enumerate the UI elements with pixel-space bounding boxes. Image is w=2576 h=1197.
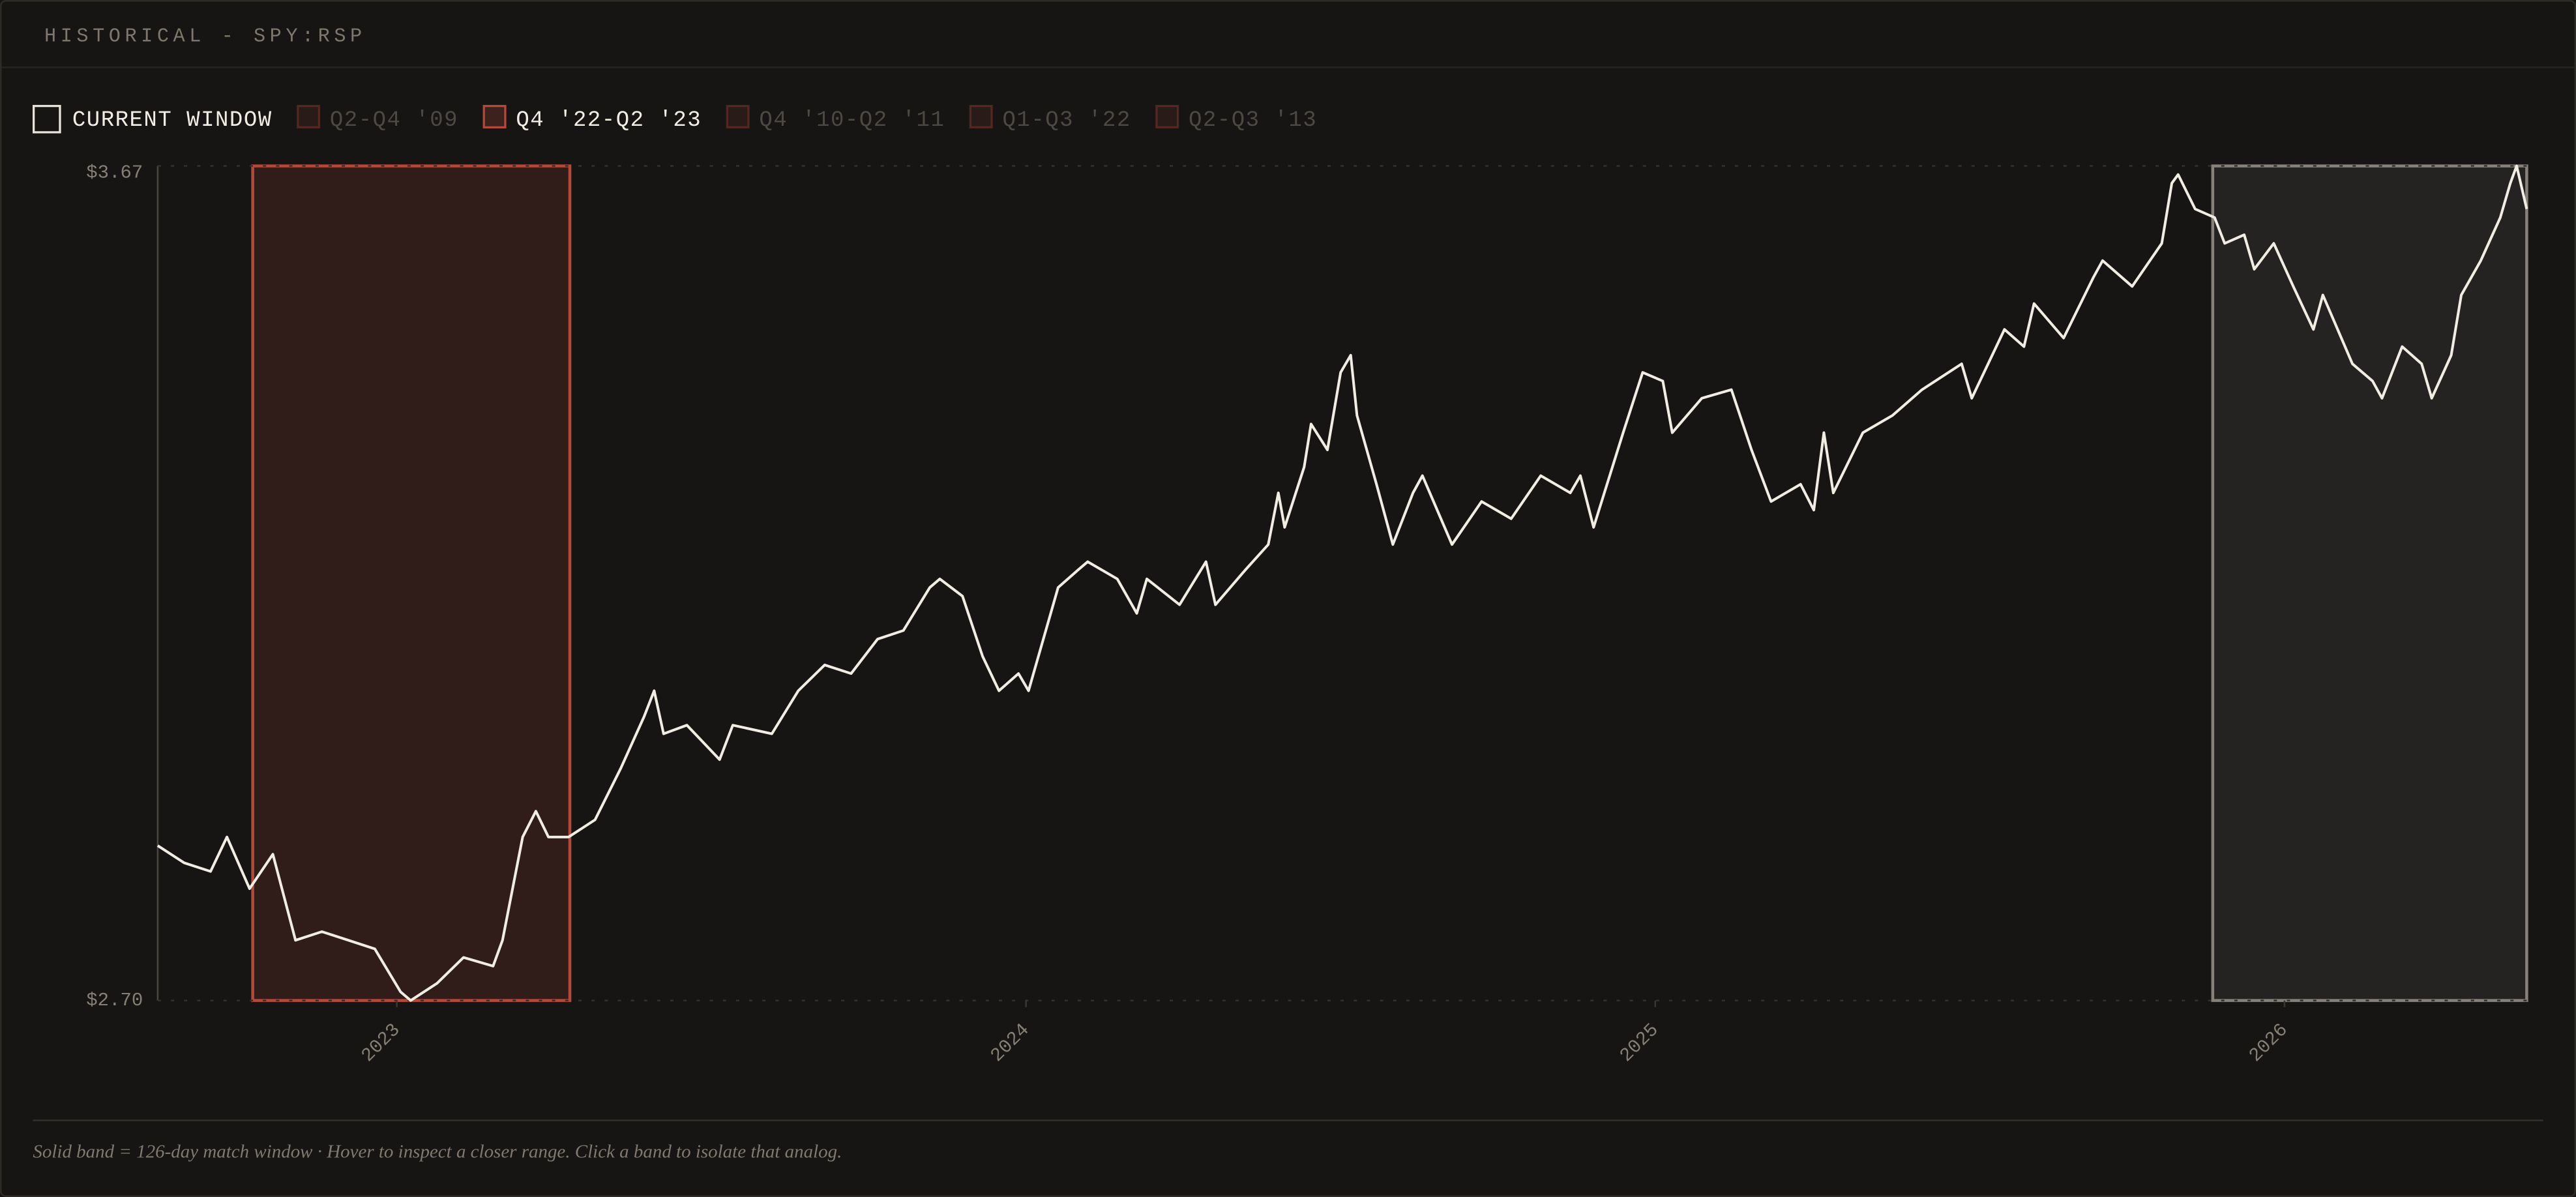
- y-tick-label: $3.67: [86, 162, 143, 183]
- legend-item[interactable]: Q4 '22-Q2 '23: [482, 104, 702, 133]
- footer-note: Solid band = 126-day match window · Hove…: [33, 1142, 842, 1162]
- legend-label: Q2-Q3 '13: [1189, 108, 1317, 133]
- y-tick-label: $2.70: [86, 990, 143, 1011]
- legend: CURRENT WINDOW Q2-Q4 '09 Q4 '22-Q2 '23 Q4 '…: [33, 104, 1317, 134]
- analog-band[interactable]: [251, 164, 572, 1002]
- legend-swatch: [482, 104, 507, 128]
- legend-item[interactable]: Q2-Q3 '13: [1155, 104, 1317, 133]
- legend-swatch: [969, 104, 993, 128]
- legend-item[interactable]: Q4 '10-Q2 '11: [726, 104, 945, 133]
- legend-item[interactable]: CURRENT WINDOW: [33, 104, 273, 134]
- legend-label: CURRENT WINDOW: [72, 108, 273, 133]
- legend-item[interactable]: Q2-Q4 '09: [297, 104, 458, 133]
- price-ratio-line: [156, 164, 2528, 1002]
- legend-label: Q1-Q3 '22: [1003, 108, 1131, 133]
- legend-swatch: [297, 104, 321, 128]
- legend-label: Q4 '10-Q2 '11: [759, 108, 945, 133]
- legend-label: Q2-Q4 '09: [330, 108, 458, 133]
- current-window-band[interactable]: [2211, 164, 2528, 1002]
- legend-swatch: [33, 104, 61, 134]
- legend-item[interactable]: Q1-Q3 '22: [969, 104, 1131, 133]
- panel-title: HISTORICAL - SPY:RSP: [44, 25, 366, 48]
- legend-label: Q4 '22-Q2 '23: [516, 108, 702, 133]
- legend-swatch: [726, 104, 750, 128]
- legend-swatch: [1155, 104, 1179, 128]
